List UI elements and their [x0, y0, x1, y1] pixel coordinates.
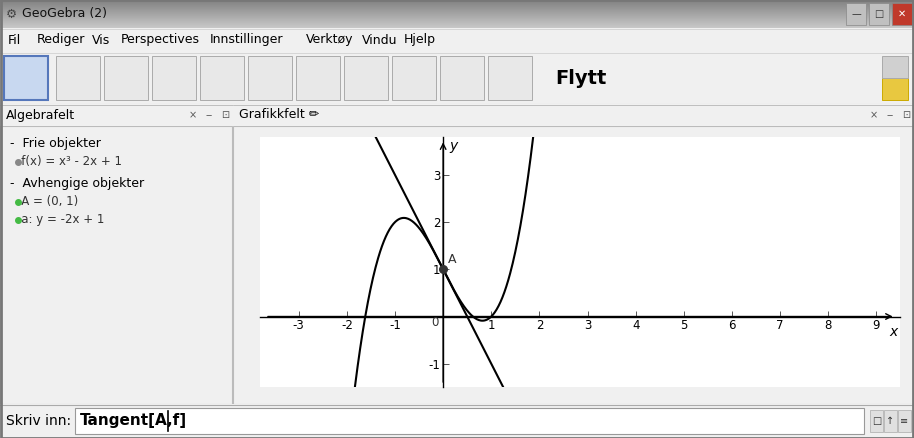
- Text: GeoGebra (2): GeoGebra (2): [22, 7, 107, 21]
- Text: Flytt: Flytt: [555, 68, 606, 88]
- Text: Skriv inn:: Skriv inn:: [6, 414, 71, 428]
- Text: —: —: [851, 9, 861, 19]
- Bar: [0, 24, 914, 25]
- Bar: [104, 56, 148, 100]
- Bar: [0, 11, 914, 12]
- Bar: [0, 0, 914, 1]
- Bar: [200, 56, 244, 100]
- Text: Verktøy: Verktøy: [306, 33, 354, 46]
- Bar: [0, 23, 914, 24]
- Bar: [0, 19, 914, 20]
- Bar: [0, 5, 914, 6]
- Bar: [56, 56, 100, 100]
- Text: ✕: ✕: [898, 9, 906, 19]
- Text: Grafikkfelt ✏: Grafikkfelt ✏: [239, 109, 319, 121]
- Bar: [440, 56, 484, 100]
- Text: ⊡: ⊡: [221, 110, 229, 120]
- Bar: [870, 410, 883, 432]
- Bar: [0, 15, 914, 16]
- Text: □: □: [872, 416, 881, 426]
- Text: ‒: ‒: [887, 110, 893, 120]
- Bar: [344, 56, 388, 100]
- Bar: [869, 3, 889, 25]
- Bar: [0, 10, 914, 11]
- Bar: [0, 1, 914, 2]
- Bar: [0, 2, 914, 3]
- Bar: [892, 3, 912, 25]
- Bar: [0, 12, 914, 13]
- Text: -  Frie objekter: - Frie objekter: [10, 138, 101, 151]
- Text: f(x) = x³ - 2x + 1: f(x) = x³ - 2x + 1: [10, 155, 122, 169]
- Bar: [248, 56, 292, 100]
- Text: Algebrafelt: Algebrafelt: [6, 109, 75, 121]
- Bar: [152, 56, 196, 100]
- Text: Hjelp: Hjelp: [404, 33, 436, 46]
- Bar: [0, 9, 914, 10]
- Text: A = (0, 1): A = (0, 1): [10, 195, 79, 208]
- Bar: [0, 16, 914, 17]
- Bar: [488, 56, 532, 100]
- Bar: [0, 21, 914, 22]
- Text: ⚙: ⚙: [6, 7, 17, 21]
- Bar: [392, 56, 436, 100]
- Text: ↑: ↑: [887, 416, 895, 426]
- Text: □: □: [875, 9, 884, 19]
- Text: Fil: Fil: [8, 33, 21, 46]
- Bar: [0, 26, 914, 27]
- Text: Vindu: Vindu: [362, 33, 398, 46]
- Bar: [0, 8, 914, 9]
- Text: x: x: [889, 325, 898, 339]
- Bar: [884, 410, 897, 432]
- Text: Rediger: Rediger: [37, 33, 85, 46]
- Text: a: y = -2x + 1: a: y = -2x + 1: [10, 213, 104, 226]
- Text: A: A: [448, 254, 456, 266]
- Bar: [0, 25, 914, 26]
- Text: -  Avhengige objekter: - Avhengige objekter: [10, 177, 144, 191]
- Text: y: y: [449, 139, 457, 153]
- Text: 0: 0: [430, 316, 438, 329]
- Bar: [0, 14, 914, 15]
- Bar: [0, 18, 914, 19]
- Bar: [0, 6, 914, 7]
- Text: ×: ×: [870, 110, 878, 120]
- Text: ⊡: ⊡: [902, 110, 910, 120]
- Bar: [0, 20, 914, 21]
- Text: Innstillinger: Innstillinger: [210, 33, 283, 46]
- Bar: [0, 4, 914, 5]
- Bar: [0, 17, 914, 18]
- Bar: [0, 7, 914, 8]
- Bar: [0, 27, 914, 28]
- Text: Tangent[A,f]: Tangent[A,f]: [80, 413, 187, 428]
- Bar: [296, 56, 340, 100]
- Bar: [0, 3, 914, 4]
- Text: Vis: Vis: [92, 33, 111, 46]
- Text: Perspectives: Perspectives: [121, 33, 199, 46]
- Bar: [0, 22, 914, 23]
- Bar: [75, 408, 864, 434]
- Bar: [882, 56, 908, 78]
- Bar: [846, 3, 866, 25]
- Bar: [898, 410, 911, 432]
- Text: ×: ×: [189, 110, 197, 120]
- Text: ≡: ≡: [900, 416, 909, 426]
- Text: ‒: ‒: [206, 110, 212, 120]
- Bar: [882, 78, 908, 100]
- Bar: [4, 56, 48, 100]
- Bar: [0, 13, 914, 14]
